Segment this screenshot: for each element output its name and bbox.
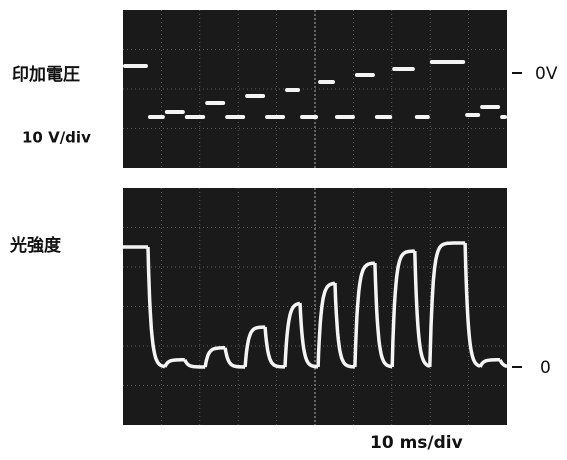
- top-label: 印加電圧: [12, 65, 80, 85]
- figure: 印加電圧 10 V/div 0V 光強度 0 10 ms/div: [0, 0, 567, 456]
- top-zero: 0V: [535, 64, 558, 84]
- top-scale: 10 V/div: [22, 129, 91, 147]
- bottom-zero: 0: [540, 358, 551, 378]
- page: 印加電圧 10 V/div 0V 光強度 0 10 ms/div (() => …: [0, 0, 567, 460]
- time-scale: 10 ms/div: [370, 433, 463, 453]
- bottom-label: 光強度: [9, 235, 62, 256]
